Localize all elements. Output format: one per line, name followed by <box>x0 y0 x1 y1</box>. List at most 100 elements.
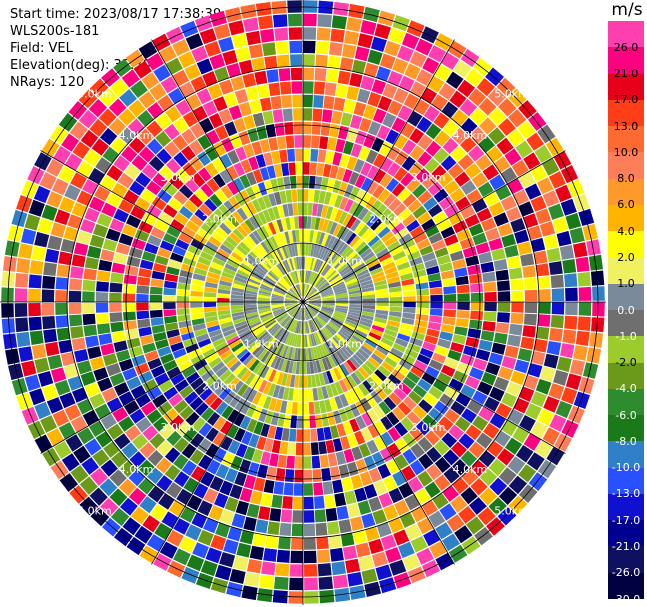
velocity-gate <box>123 400 140 415</box>
velocity-gate <box>260 225 270 239</box>
velocity-gate <box>493 376 510 391</box>
velocity-gate <box>305 307 312 319</box>
velocity-gate <box>361 363 374 376</box>
velocity-gate <box>437 338 452 349</box>
velocity-gate <box>303 13 317 27</box>
velocity-gate <box>274 310 286 317</box>
velocity-gate <box>263 152 274 166</box>
velocity-gate <box>336 302 349 305</box>
velocity-gate <box>288 360 294 374</box>
instrument-name: WLS200s-181 <box>10 24 100 39</box>
velocity-gate <box>284 259 292 272</box>
velocity-gate <box>181 460 197 476</box>
velocity-gate <box>242 334 255 345</box>
velocity-gate <box>523 433 541 451</box>
velocity-gate <box>330 354 340 367</box>
velocity-gate <box>269 508 282 522</box>
velocity-gate <box>565 302 578 316</box>
velocity-gate <box>293 121 303 135</box>
velocity-gate <box>263 318 276 327</box>
velocity-gate <box>303 54 315 67</box>
velocity-gate <box>329 42 343 56</box>
velocity-gate <box>34 357 50 374</box>
velocity-gate <box>340 436 351 450</box>
velocity-gate <box>362 251 375 262</box>
velocity-gate <box>284 298 298 302</box>
velocity-gate <box>346 216 357 229</box>
velocity-gate <box>542 190 560 207</box>
velocity-gate <box>367 49 383 65</box>
velocity-gate <box>506 256 521 269</box>
velocity-gate <box>158 379 174 393</box>
velocity-gate <box>549 414 567 432</box>
velocity-gate <box>328 252 338 265</box>
velocity-gate <box>276 248 284 261</box>
velocity-gate <box>296 307 302 320</box>
velocity-gate <box>169 414 185 430</box>
velocity-gate <box>332 410 342 424</box>
velocity-gate <box>42 275 56 289</box>
velocity-gate <box>257 588 273 603</box>
velocity-gate <box>291 271 297 284</box>
velocity-gate <box>263 479 275 494</box>
velocity-gate <box>374 279 387 287</box>
velocity-gate <box>252 270 264 279</box>
velocity-gate <box>287 13 302 27</box>
velocity-gate <box>246 314 259 321</box>
velocity-gate <box>281 373 288 386</box>
range-ring-label: 3.0km <box>161 171 196 184</box>
velocity-gate <box>428 510 446 528</box>
velocity-gate <box>355 265 368 275</box>
velocity-gate <box>511 159 529 177</box>
velocity-gate <box>318 232 326 245</box>
velocity-gate <box>259 333 271 344</box>
velocity-gate <box>98 333 113 346</box>
velocity-gate <box>332 281 345 289</box>
velocity-gate <box>268 82 281 97</box>
velocity-gate <box>372 184 385 199</box>
velocity-gate <box>542 157 560 176</box>
velocity-gate <box>61 453 80 472</box>
velocity-gate <box>323 426 333 440</box>
velocity-gate <box>149 433 166 449</box>
velocity-gate <box>149 302 163 310</box>
velocity-gate <box>304 284 308 297</box>
velocity-gate <box>307 202 313 216</box>
velocity-gate <box>94 185 111 202</box>
velocity-gate <box>37 371 54 387</box>
velocity-gate <box>181 226 196 239</box>
velocity-gate <box>149 83 167 101</box>
velocity-gate <box>298 216 303 229</box>
range-ring-label: 5.0km <box>77 505 112 518</box>
velocity-gate <box>150 317 164 326</box>
velocity-gate <box>284 122 294 135</box>
velocity-gate <box>329 221 338 235</box>
velocity-gate <box>298 256 302 270</box>
velocity-gate <box>402 290 416 297</box>
velocity-gate <box>308 295 321 301</box>
velocity-gate <box>417 190 433 205</box>
velocity-gate <box>551 302 565 315</box>
velocity-gate <box>235 500 249 516</box>
velocity-gate <box>367 165 380 180</box>
velocity-gate <box>199 387 213 401</box>
velocity-gate <box>228 196 241 210</box>
velocity-gate <box>168 335 182 346</box>
velocity-gate <box>300 256 303 269</box>
velocity-gate <box>285 274 294 286</box>
velocity-gate <box>460 180 477 196</box>
velocity-gate <box>569 359 585 376</box>
velocity-gate <box>187 348 202 360</box>
velocity-gate <box>573 391 590 409</box>
velocity-gate <box>122 517 141 536</box>
velocity-gate <box>373 321 386 329</box>
velocity-gate <box>376 345 389 356</box>
velocity-gate <box>357 500 372 515</box>
velocity-gate <box>308 298 322 301</box>
velocity-gate <box>208 357 222 369</box>
velocity-gate <box>485 362 501 376</box>
velocity-gate <box>384 328 398 338</box>
velocity-gate <box>275 468 286 482</box>
velocity-gate <box>194 328 208 337</box>
velocity-gate <box>321 413 330 427</box>
